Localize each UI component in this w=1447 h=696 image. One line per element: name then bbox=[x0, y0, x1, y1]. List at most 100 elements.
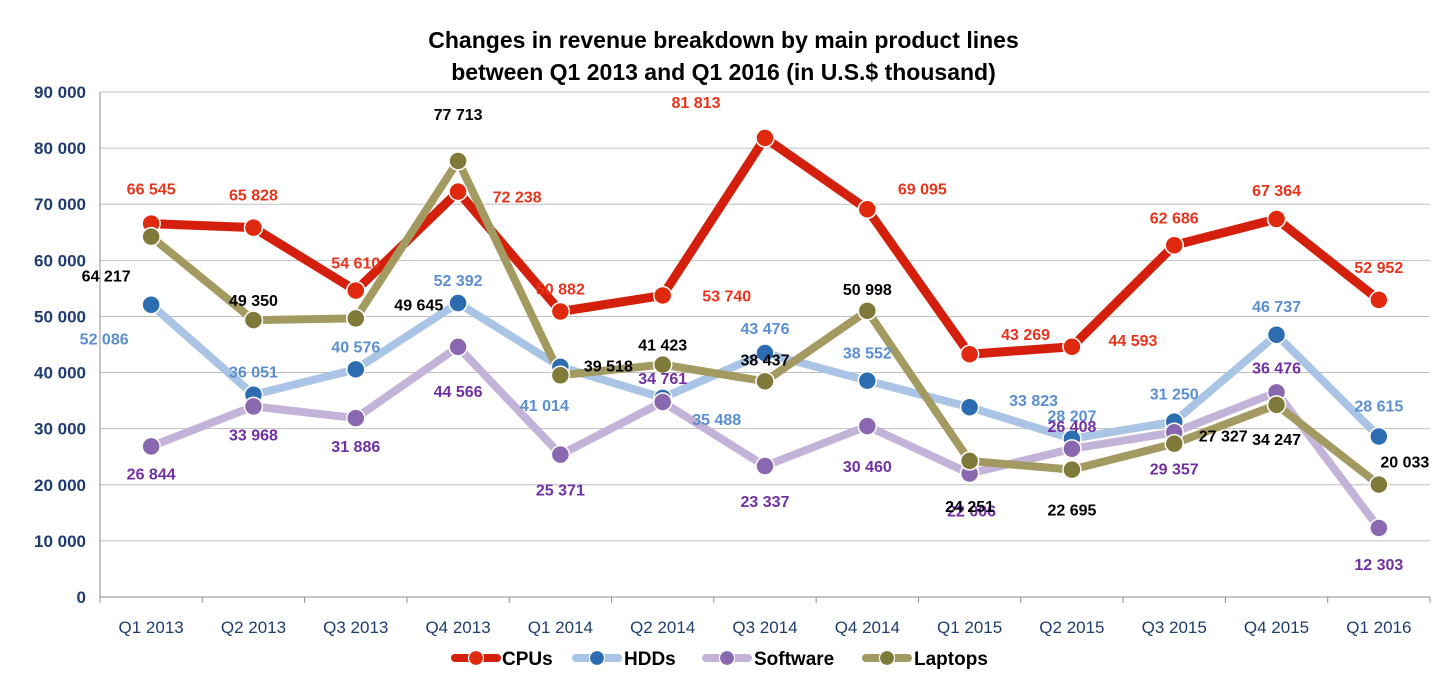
x-tick-label: Q2 2014 bbox=[630, 618, 695, 637]
x-tick-label: Q3 2013 bbox=[323, 618, 388, 637]
data-label-cpus: 66 545 bbox=[127, 182, 176, 199]
y-tick-label: 30 000 bbox=[34, 420, 86, 439]
data-label-cpus: 81 813 bbox=[672, 95, 721, 112]
data-label-software: 12 303 bbox=[1354, 557, 1403, 574]
data-point-cpus bbox=[857, 199, 878, 220]
data-label-cpus: 44 593 bbox=[1108, 333, 1157, 350]
data-point-software bbox=[857, 416, 878, 436]
data-label-hdds: 43 476 bbox=[741, 321, 790, 338]
data-point-software bbox=[1369, 518, 1389, 538]
data-label-laptops: 27 327 bbox=[1199, 429, 1248, 446]
data-point-laptops bbox=[1266, 395, 1287, 415]
x-tick-label: Q4 2014 bbox=[835, 618, 900, 637]
data-point-software bbox=[448, 337, 468, 357]
data-point-cpus bbox=[346, 280, 366, 301]
data-label-software: 44 566 bbox=[434, 384, 483, 401]
data-point-software bbox=[755, 456, 775, 476]
data-label-hdds: 38 552 bbox=[843, 346, 892, 363]
data-point-laptops bbox=[346, 308, 366, 329]
data-label-hdds: 33 823 bbox=[1009, 393, 1058, 410]
data-point-laptops bbox=[959, 451, 980, 471]
chart-title-line-2: between Q1 2013 and Q1 2016 (in U.S.$ th… bbox=[451, 59, 996, 85]
data-point-laptops bbox=[652, 354, 673, 375]
data-point-software bbox=[141, 436, 161, 457]
data-point-cpus bbox=[959, 344, 980, 364]
data-label-software: 26 408 bbox=[1047, 419, 1096, 436]
data-point-cpus bbox=[1369, 290, 1389, 310]
data-label-cpus: 54 610 bbox=[331, 256, 380, 273]
y-tick-label: 80 000 bbox=[34, 139, 86, 158]
legend-marker-software bbox=[718, 649, 736, 667]
data-point-laptops bbox=[755, 371, 775, 392]
data-point-hdds bbox=[959, 397, 980, 417]
data-label-cpus: 65 828 bbox=[229, 188, 278, 205]
data-point-cpus bbox=[755, 128, 775, 148]
data-point-software bbox=[1062, 439, 1082, 459]
data-label-laptops: 49 350 bbox=[229, 293, 278, 310]
data-point-laptops bbox=[1164, 433, 1184, 454]
data-point-laptops bbox=[243, 310, 264, 330]
data-label-software: 22 006 bbox=[947, 504, 996, 521]
x-tick-label: Q4 2015 bbox=[1244, 618, 1309, 637]
data-point-cpus bbox=[550, 301, 571, 322]
data-label-software: 34 761 bbox=[638, 371, 687, 388]
x-tick-label: Q1 2014 bbox=[528, 618, 593, 637]
data-label-laptops: 22 695 bbox=[1047, 503, 1096, 520]
data-point-hdds bbox=[1369, 426, 1389, 447]
data-point-laptops bbox=[141, 226, 161, 247]
y-tick-label: 0 bbox=[77, 588, 86, 607]
data-label-hdds: 35 488 bbox=[692, 412, 741, 429]
data-label-cpus: 43 269 bbox=[1001, 327, 1050, 344]
data-label-software: 25 371 bbox=[536, 483, 585, 500]
data-label-hdds: 46 737 bbox=[1252, 299, 1301, 316]
data-label-software: 33 968 bbox=[229, 427, 278, 444]
data-label-laptops: 41 423 bbox=[638, 338, 687, 355]
x-tick-label: Q3 2014 bbox=[732, 618, 797, 637]
data-label-software: 26 844 bbox=[127, 466, 176, 483]
data-label-cpus: 67 364 bbox=[1252, 183, 1301, 200]
x-tick-label: Q1 2016 bbox=[1346, 618, 1411, 637]
data-point-cpus bbox=[1266, 209, 1287, 229]
data-label-laptops: 34 247 bbox=[1252, 432, 1301, 449]
data-label-laptops: 49 645 bbox=[394, 297, 443, 314]
y-tick-label: 60 000 bbox=[34, 251, 86, 270]
y-tick-label: 10 000 bbox=[34, 532, 86, 551]
data-label-software: 36 476 bbox=[1252, 360, 1301, 377]
data-point-cpus bbox=[1164, 235, 1184, 256]
data-point-cpus bbox=[652, 285, 673, 306]
legend-label-cpus: CPUs bbox=[502, 649, 553, 670]
legend-label-hdds: HDDs bbox=[624, 649, 676, 670]
data-label-hdds: 28 207 bbox=[1047, 409, 1096, 426]
data-point-hdds bbox=[1266, 325, 1287, 345]
data-label-software: 31 886 bbox=[331, 439, 380, 456]
data-label-software: 29 357 bbox=[1150, 461, 1199, 478]
data-point-laptops bbox=[550, 365, 571, 386]
data-label-software: 30 460 bbox=[843, 459, 892, 476]
data-label-cpus: 62 686 bbox=[1150, 210, 1199, 227]
data-label-laptops: 77 713 bbox=[434, 107, 483, 124]
data-label-cpus: 72 238 bbox=[493, 190, 542, 207]
data-label-hdds: 31 250 bbox=[1150, 387, 1199, 404]
data-label-laptops: 39 518 bbox=[584, 358, 633, 375]
chart-title-line-1: Changes in revenue breakdown by main pro… bbox=[428, 27, 1019, 53]
data-point-cpus bbox=[1062, 337, 1082, 357]
x-tick-label: Q3 2015 bbox=[1142, 618, 1207, 637]
data-point-cpus bbox=[448, 181, 468, 202]
data-point-software bbox=[243, 396, 264, 417]
data-label-hdds: 28 615 bbox=[1354, 398, 1403, 415]
y-tick-label: 20 000 bbox=[34, 476, 86, 495]
data-label-cpus: 69 095 bbox=[898, 181, 947, 198]
data-label-cpus: 50 882 bbox=[536, 281, 585, 298]
x-tick-label: Q1 2013 bbox=[119, 618, 184, 637]
legend-label-laptops: Laptops bbox=[914, 649, 988, 670]
data-label-software: 23 337 bbox=[741, 494, 790, 511]
data-point-software bbox=[346, 408, 366, 428]
x-tick-label: Q2 2013 bbox=[221, 618, 286, 637]
data-point-hdds bbox=[755, 343, 775, 363]
data-label-hdds: 40 576 bbox=[331, 339, 380, 356]
data-label-hdds: 36 051 bbox=[229, 365, 278, 382]
data-label-laptops: 64 217 bbox=[82, 269, 131, 286]
x-tick-label: Q2 2015 bbox=[1039, 618, 1104, 637]
